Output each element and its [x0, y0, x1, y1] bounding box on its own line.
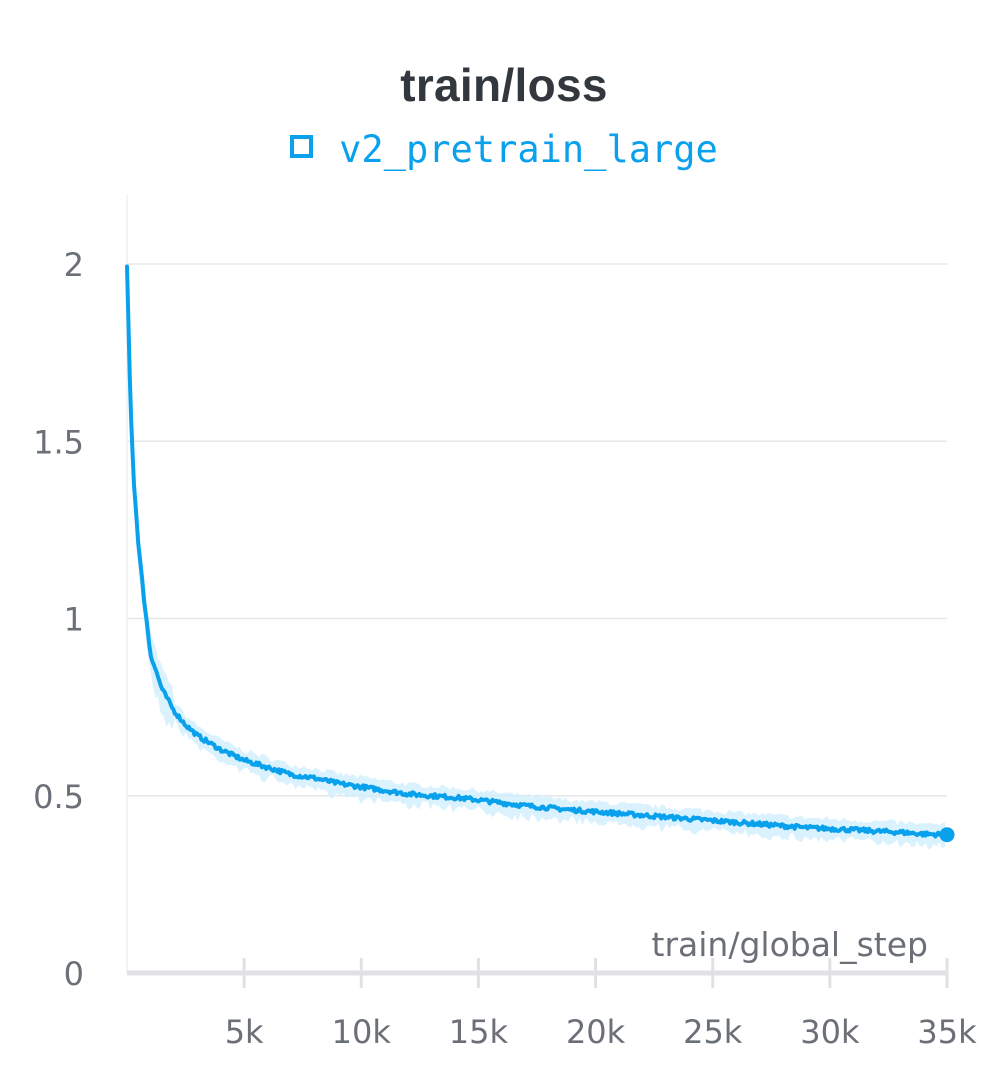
series-end-point [939, 827, 955, 843]
y-tick-label: 1.5 [33, 423, 84, 461]
y-tick-label: 0 [64, 955, 84, 993]
y-tick-label: 1 [64, 601, 84, 639]
chart-title: train/loss [400, 59, 608, 111]
x-tick-label: 35k [917, 1013, 977, 1051]
x-tick-labels: 5k 10k 15k 20k 25k 30k 35k [225, 1013, 977, 1051]
series-line-v2-pretrain-large[interactable] [125, 264, 949, 839]
series-noise-band [127, 249, 946, 850]
x-tick-label: 15k [449, 1013, 509, 1051]
x-tick-label: 20k [566, 1013, 626, 1051]
legend-swatch-icon [290, 135, 314, 158]
series-lines [125, 264, 955, 843]
y-tick-labels: 0 0.5 1 1.5 2 [33, 246, 84, 993]
legend[interactable]: v2_pretrain_large [0, 128, 1008, 171]
x-axis [127, 958, 949, 988]
x-axis-label: train/global_step [652, 925, 928, 964]
y-tick-label: 2 [64, 246, 84, 284]
legend-label: v2_pretrain_large [339, 128, 718, 171]
x-tick-label: 25k [683, 1013, 743, 1051]
x-tick-label: 5k [225, 1013, 264, 1051]
grid-lines [126, 195, 947, 973]
y-tick-label: 0.5 [33, 778, 84, 816]
x-tick-label: 10k [332, 1013, 392, 1051]
series-band-area [127, 249, 946, 850]
x-tick-label: 30k [800, 1013, 860, 1051]
